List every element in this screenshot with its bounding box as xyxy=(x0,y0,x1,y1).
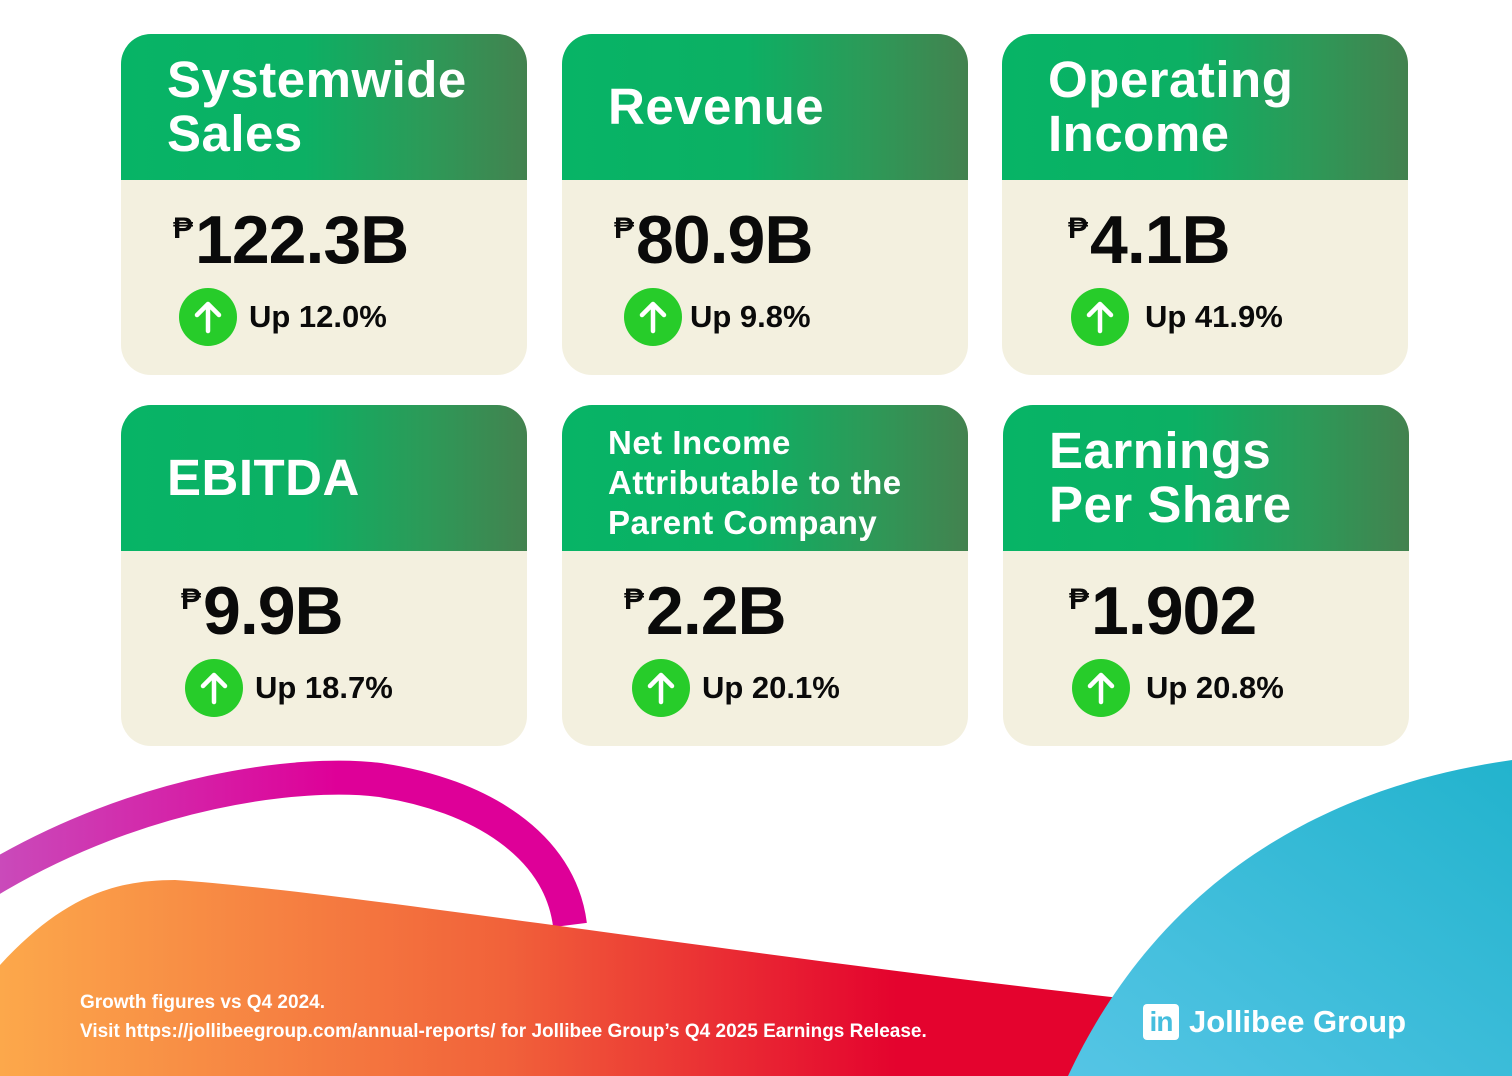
card-title: EBITDA xyxy=(167,451,360,505)
card-title-line: Income xyxy=(1048,105,1230,162)
card-header: Operating Income xyxy=(1002,34,1408,180)
footer-note-growth: Growth figures vs Q4 2024. xyxy=(80,992,325,1013)
peso-sign: ₱ xyxy=(173,212,194,245)
peso-sign: ₱ xyxy=(1069,583,1090,616)
brand-linkedin[interactable]: in Jollibee Group xyxy=(1143,1004,1406,1040)
card-title-line: Earnings xyxy=(1049,422,1272,479)
card-title: Operating Income xyxy=(1048,53,1293,161)
peso-sign: ₱ xyxy=(624,583,645,616)
metric-card-earnings-per-share: Earnings Per Share ₱ 1.902 Up 20.8% xyxy=(1003,405,1409,746)
card-title: Net Income Attributable to the Parent Co… xyxy=(608,423,902,543)
card-value: ₱ 122.3B xyxy=(173,202,409,278)
card-title-line: Systemwide xyxy=(167,51,467,108)
peso-sign: ₱ xyxy=(1068,212,1089,245)
metric-amount: 9.9B xyxy=(203,573,344,649)
card-value: ₱ 2.2B xyxy=(624,573,787,649)
card-header: Systemwide Sales xyxy=(121,34,527,180)
card-value: ₱ 80.9B xyxy=(614,202,813,278)
card-header: Net Income Attributable to the Parent Co… xyxy=(562,405,968,551)
footer-note-visit-link[interactable]: Visit https://jollibeegroup.com/annual-r… xyxy=(80,1021,927,1042)
card-header: EBITDA xyxy=(121,405,527,551)
peso-sign: ₱ xyxy=(614,212,635,245)
arrow-up-icon xyxy=(1071,288,1129,346)
change-indicator: Up 20.8% xyxy=(1072,659,1284,717)
metric-amount: 122.3B xyxy=(195,202,409,278)
arrow-up-icon xyxy=(624,288,682,346)
peso-sign: ₱ xyxy=(181,583,202,616)
card-value: ₱ 4.1B xyxy=(1068,202,1231,278)
card-title-line: Attributable to the xyxy=(608,464,902,501)
metric-amount: 4.1B xyxy=(1090,202,1231,278)
arrow-up-icon xyxy=(185,659,243,717)
card-title: Revenue xyxy=(608,80,824,134)
brand-name: Jollibee Group xyxy=(1189,1004,1407,1039)
card-title-line: Sales xyxy=(167,105,303,162)
card-title-line: Parent Company xyxy=(608,504,878,541)
card-title-line: EBITDA xyxy=(167,449,360,506)
change-text: Up 41.9% xyxy=(1145,299,1283,334)
magenta-arc xyxy=(0,760,587,928)
metric-card-net-income: Net Income Attributable to the Parent Co… xyxy=(562,405,968,746)
change-text: Up 20.1% xyxy=(702,670,840,705)
card-value: ₱ 1.902 xyxy=(1069,573,1257,649)
card-header: Earnings Per Share xyxy=(1003,405,1409,551)
arrow-up-icon xyxy=(632,659,690,717)
change-text: Up 12.0% xyxy=(249,299,387,334)
change-indicator: Up 12.0% xyxy=(179,288,387,346)
change-indicator: Up 20.1% xyxy=(632,659,840,717)
orange-wave xyxy=(0,880,1120,1076)
metric-card-operating-income: Operating Income ₱ 4.1B Up 41.9% xyxy=(1002,34,1408,375)
blue-shape xyxy=(1068,760,1512,1076)
card-title-line: Revenue xyxy=(608,78,825,135)
metric-amount: 1.902 xyxy=(1091,573,1257,649)
metric-card-systemwide-sales: Systemwide Sales ₱ 122.3B Up 12.0% xyxy=(121,34,527,375)
card-title: Systemwide Sales xyxy=(167,53,467,161)
arrow-up-icon xyxy=(179,288,237,346)
card-header: Revenue xyxy=(562,34,968,180)
card-title-line: Per Share xyxy=(1049,476,1292,533)
metric-card-ebitda: EBITDA ₱ 9.9B Up 18.7% xyxy=(121,405,527,746)
change-indicator: Up 9.8% xyxy=(624,288,811,346)
change-text: Up 18.7% xyxy=(255,670,393,705)
metric-amount: 80.9B xyxy=(636,202,813,278)
card-title-line: Net Income xyxy=(608,424,791,461)
change-text: Up 9.8% xyxy=(690,299,811,334)
card-value: ₱ 9.9B xyxy=(181,573,344,649)
metric-card-revenue: Revenue ₱ 80.9B Up 9.8% xyxy=(562,34,968,375)
metric-amount: 2.2B xyxy=(646,573,787,649)
footer-note: Growth figures vs Q4 2024. Visit https:/… xyxy=(80,988,927,1046)
change-indicator: Up 18.7% xyxy=(185,659,393,717)
card-title: Earnings Per Share xyxy=(1049,424,1292,532)
change-text: Up 20.8% xyxy=(1146,670,1284,705)
arrow-up-icon xyxy=(1072,659,1130,717)
card-title-line: Operating xyxy=(1048,51,1294,108)
change-indicator: Up 41.9% xyxy=(1071,288,1283,346)
linkedin-icon: in xyxy=(1143,1004,1179,1040)
